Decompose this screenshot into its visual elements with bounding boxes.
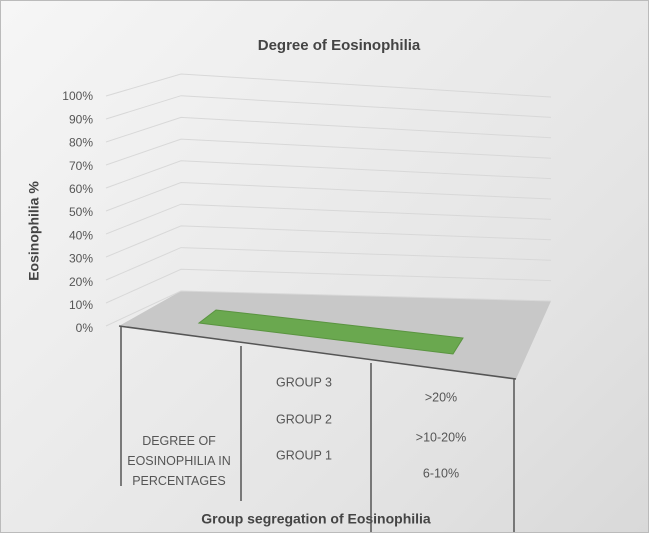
category-label: DEGREE OF EOSINOPHILIA IN PERCENTAGES: [127, 434, 231, 488]
y-tick-label: 80%: [69, 136, 93, 150]
range-label: >10-20%: [416, 430, 466, 444]
group-label: GROUP 1: [276, 448, 332, 462]
y-tick-label: 10%: [69, 298, 93, 312]
y-tick-label: 30%: [69, 252, 93, 266]
y-tick-label: 50%: [69, 205, 93, 219]
grid-line: [105, 225, 552, 258]
y-tick-label: 60%: [69, 182, 93, 196]
range-label: >20%: [425, 390, 457, 404]
category-dividers: [118, 325, 517, 532]
chart-title: Degree of Eosinophilia: [258, 37, 421, 54]
y-tick-label: 0%: [76, 321, 94, 335]
grid-line: [105, 181, 552, 212]
y-tick-label: 40%: [69, 228, 93, 242]
y-tick-label: 70%: [69, 159, 93, 173]
grid-line: [105, 160, 552, 189]
grid-line: [105, 138, 552, 166]
grid-line: [105, 268, 552, 304]
group-label: GROUP 3: [276, 375, 332, 389]
y-tick-label: 20%: [69, 275, 93, 289]
grid-line: [105, 95, 552, 120]
group-label: GROUP 2: [276, 412, 332, 426]
bar: [197, 309, 464, 355]
y-tick-label: 100%: [62, 89, 93, 103]
grid-line: [105, 73, 552, 98]
grid-line: [105, 247, 552, 281]
grid-line: [105, 290, 552, 327]
y-tick-label: 90%: [69, 112, 93, 126]
grid-line: [105, 203, 552, 235]
grid-line: [105, 116, 552, 143]
range-label: 6-10%: [423, 466, 459, 480]
x-axis-label: Group segregation of Eosinophilia: [201, 511, 431, 527]
y-axis-label: Eosinophilia %: [26, 181, 42, 281]
